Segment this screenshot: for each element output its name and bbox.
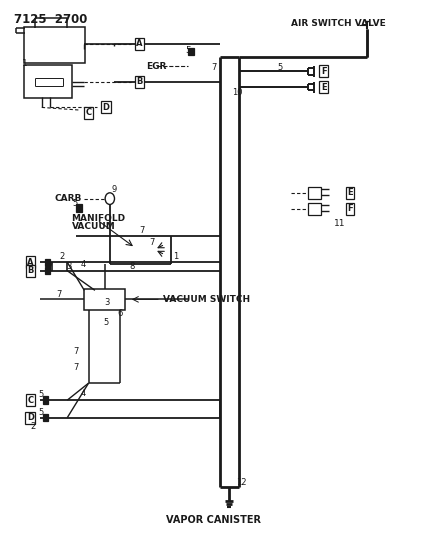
FancyBboxPatch shape [45, 267, 50, 274]
FancyBboxPatch shape [43, 414, 48, 421]
Text: B: B [27, 266, 33, 275]
Text: 11: 11 [334, 219, 345, 228]
Text: 5: 5 [186, 46, 191, 55]
Text: 6: 6 [117, 309, 122, 318]
Text: E: E [347, 188, 353, 197]
Text: 4: 4 [80, 261, 86, 269]
Text: E: E [321, 83, 327, 92]
Text: 7: 7 [139, 226, 144, 235]
Text: 2: 2 [31, 422, 36, 431]
Text: 7: 7 [150, 238, 155, 247]
Text: 1: 1 [173, 253, 178, 262]
Text: 1: 1 [22, 60, 28, 68]
FancyBboxPatch shape [308, 203, 321, 215]
Text: 5: 5 [38, 408, 43, 417]
Text: VACUUM: VACUUM [71, 222, 115, 231]
Text: 7: 7 [211, 63, 217, 72]
Text: 10: 10 [232, 88, 243, 97]
Text: 4: 4 [80, 389, 86, 398]
Text: F: F [321, 67, 327, 76]
Text: 5: 5 [278, 63, 283, 72]
Text: 3: 3 [104, 298, 110, 307]
Text: D: D [102, 103, 109, 112]
FancyBboxPatch shape [45, 259, 50, 266]
Text: A: A [27, 258, 33, 266]
FancyBboxPatch shape [308, 187, 321, 199]
FancyBboxPatch shape [84, 289, 125, 310]
Text: D: D [27, 413, 34, 422]
Text: C: C [86, 108, 92, 117]
Text: VACUUM SWITCH: VACUUM SWITCH [163, 295, 250, 304]
Text: 12: 12 [236, 478, 247, 487]
Circle shape [105, 193, 115, 205]
Text: 5: 5 [103, 318, 108, 327]
Text: CARB: CARB [55, 194, 82, 203]
Text: 5: 5 [72, 199, 77, 208]
Text: 7: 7 [73, 363, 78, 372]
Text: MANIFOLD: MANIFOLD [71, 214, 126, 223]
Text: 3: 3 [66, 262, 71, 271]
FancyBboxPatch shape [24, 27, 85, 63]
Text: F: F [347, 204, 353, 213]
Text: EGR: EGR [146, 62, 166, 70]
Text: VAPOR CANISTER: VAPOR CANISTER [166, 515, 262, 525]
Text: 5: 5 [38, 390, 43, 399]
Text: B: B [137, 77, 143, 86]
FancyBboxPatch shape [76, 205, 82, 213]
Text: A: A [137, 39, 143, 49]
Text: C: C [27, 395, 33, 405]
Text: 7: 7 [56, 289, 62, 298]
Text: 7: 7 [73, 347, 78, 356]
FancyBboxPatch shape [43, 397, 48, 404]
Text: 8: 8 [130, 262, 135, 271]
FancyBboxPatch shape [24, 65, 72, 98]
Text: 7: 7 [48, 262, 53, 271]
Text: 7125  2700: 7125 2700 [14, 13, 87, 26]
Text: 9: 9 [111, 185, 117, 194]
Text: 2: 2 [59, 253, 64, 262]
Text: AIR SWITCH VALVE: AIR SWITCH VALVE [291, 19, 385, 28]
FancyBboxPatch shape [187, 47, 193, 55]
